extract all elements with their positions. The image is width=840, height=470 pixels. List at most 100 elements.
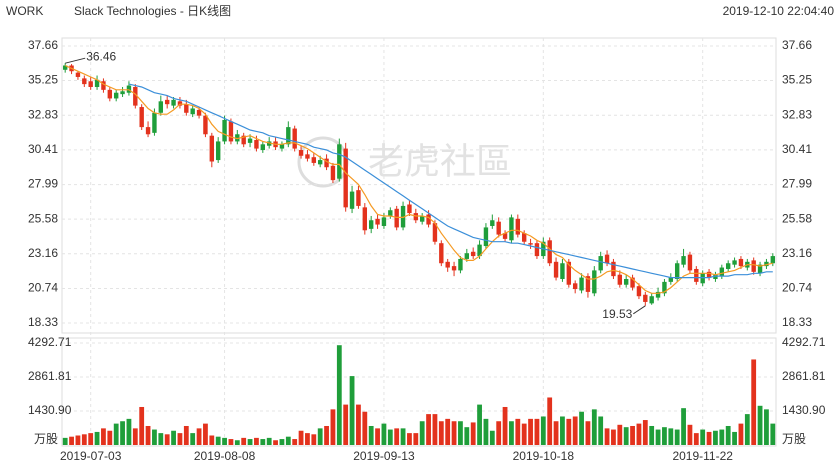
candle-body xyxy=(477,244,482,257)
candle-body xyxy=(279,144,285,149)
y-tick-label-right: 27.99 xyxy=(782,177,812,191)
volume-bar xyxy=(394,428,400,445)
volume-bar xyxy=(521,423,527,445)
candle-body xyxy=(356,190,361,206)
volume-bar xyxy=(515,418,521,445)
volume-bar xyxy=(751,359,757,445)
volume-bar xyxy=(458,421,463,445)
volume-bar xyxy=(126,418,132,445)
min-label: 19.53 xyxy=(602,307,632,321)
y-tick-label: 18.33 xyxy=(28,315,58,329)
candle-body xyxy=(751,260,756,272)
volume-bar xyxy=(400,428,406,445)
candle-body xyxy=(757,264,763,274)
candle-body xyxy=(738,258,744,267)
volume-bar xyxy=(540,416,546,445)
candle-body xyxy=(203,115,208,135)
candle-body xyxy=(145,127,151,135)
volume-bar xyxy=(407,433,412,445)
volume-bar xyxy=(349,376,355,445)
volume-bar xyxy=(553,421,559,445)
volume-bar xyxy=(171,430,176,445)
volume-bar xyxy=(419,421,425,445)
candle-body xyxy=(94,79,100,87)
candle-body xyxy=(368,220,374,229)
y-tick-label: 20.74 xyxy=(28,281,58,295)
volume-bar xyxy=(668,428,674,445)
volume-bar xyxy=(662,427,667,445)
candle-body xyxy=(260,144,266,151)
volume-bar xyxy=(203,423,208,445)
volume-bar xyxy=(164,434,170,445)
candle-body xyxy=(209,135,215,162)
candle-body xyxy=(82,78,87,85)
volume-bar xyxy=(445,418,451,445)
volume-bar xyxy=(305,433,310,445)
candle-body xyxy=(483,227,489,247)
candle-body xyxy=(643,294,648,302)
candle-body xyxy=(388,210,393,216)
volume-bar xyxy=(636,423,642,445)
x-tick-label: 2019-08-08 xyxy=(194,449,256,463)
candle-body xyxy=(458,258,463,271)
volume-bar xyxy=(298,430,304,445)
volume-bar xyxy=(604,428,610,445)
y-tick-label-right: 30.41 xyxy=(782,142,812,156)
volume-bar xyxy=(324,425,329,445)
candle-body xyxy=(770,256,776,264)
volume-bar xyxy=(477,404,482,445)
candle-body xyxy=(725,263,731,269)
volume-bar xyxy=(693,433,699,445)
volume-bar xyxy=(509,421,514,445)
candle-body xyxy=(681,256,686,265)
candle-body xyxy=(184,104,189,113)
candle-body xyxy=(254,140,259,149)
candle-body xyxy=(381,217,387,226)
candle-body xyxy=(572,283,578,290)
watermark: 老虎社區 xyxy=(368,141,512,182)
candle-body xyxy=(305,154,310,159)
candle-body xyxy=(560,263,565,280)
candle-body xyxy=(337,144,342,179)
candle-body xyxy=(649,296,654,304)
volume-tick-label-right: 2861.81 xyxy=(782,369,826,383)
candle-body xyxy=(496,221,501,235)
volume-bar xyxy=(285,436,291,445)
candle-body xyxy=(579,277,584,291)
volume-bar xyxy=(101,428,106,445)
candle-body xyxy=(623,279,629,285)
candle-body xyxy=(534,243,540,257)
candle-body xyxy=(515,218,521,235)
candle-body xyxy=(439,243,444,264)
candle-body xyxy=(324,158,329,168)
candle-body xyxy=(713,274,718,280)
volume-bar xyxy=(196,428,202,445)
volume-bar xyxy=(611,429,616,445)
x-tick-label: 2019-11-22 xyxy=(672,449,733,463)
volume-bar xyxy=(617,424,623,445)
volume-bar xyxy=(94,431,100,445)
moving-average xyxy=(128,83,773,279)
candle-body xyxy=(298,150,304,156)
y-tick-label: 23.16 xyxy=(28,246,58,260)
volume-bar xyxy=(496,421,502,445)
candle-body xyxy=(88,81,93,87)
volume-bar xyxy=(547,397,553,445)
y-tick-label: 27.99 xyxy=(28,177,58,191)
candle-body xyxy=(407,204,412,214)
volume-frame xyxy=(61,337,777,447)
candle-body xyxy=(547,240,552,264)
volume-bar xyxy=(566,418,572,445)
title: Slack Technologies - 日K线图 xyxy=(74,4,231,18)
candle-body xyxy=(317,160,323,165)
volume-bar xyxy=(725,425,731,445)
volume-bar xyxy=(260,439,266,445)
x-tick-label: 2019-10-18 xyxy=(513,449,575,463)
candle-body xyxy=(190,108,195,115)
candle-body xyxy=(330,165,336,181)
volume-bar xyxy=(483,418,489,445)
volume-bar xyxy=(317,428,323,445)
volume-bar xyxy=(241,437,247,445)
volume-bar xyxy=(152,429,157,445)
